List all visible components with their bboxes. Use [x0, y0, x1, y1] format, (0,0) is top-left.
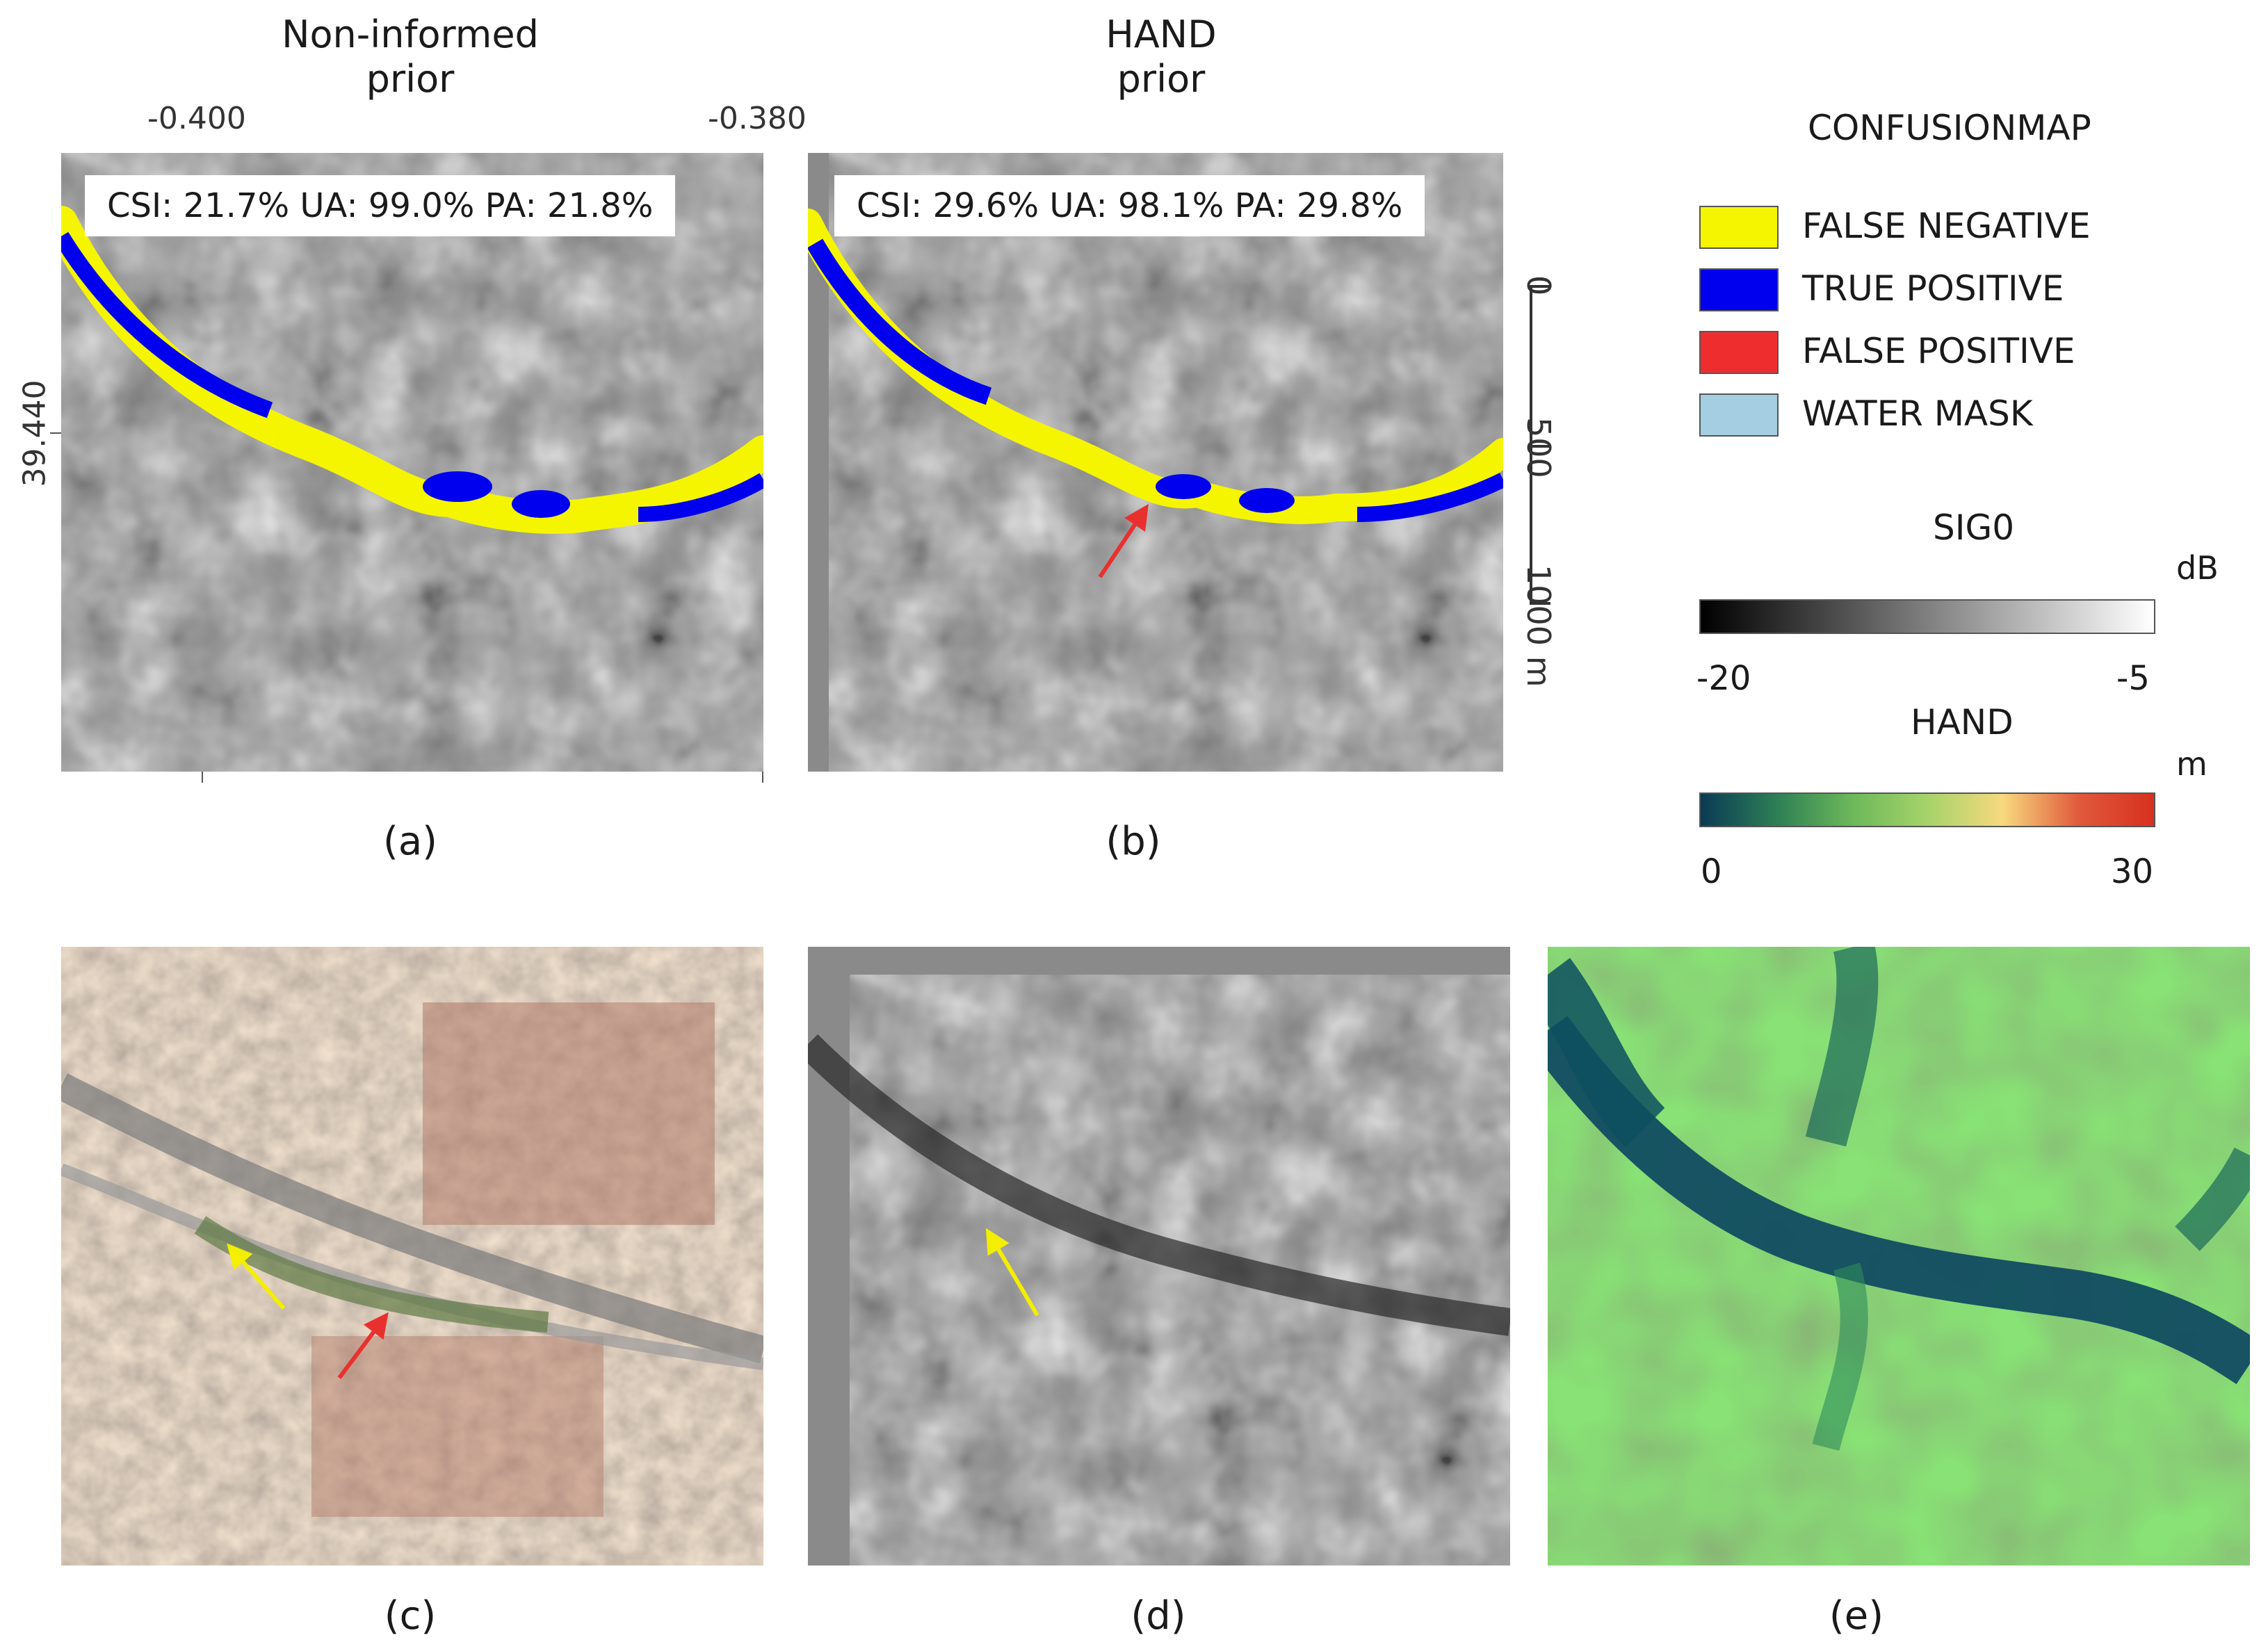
panel-c-aerial	[61, 947, 763, 1565]
hand-unit: m	[2176, 745, 2208, 783]
metrics-b: CSI: 29.6% UA: 98.1% PA: 29.8%	[834, 175, 1425, 236]
x-tick-mark-1	[202, 772, 203, 783]
hand-title: HAND	[1911, 702, 2014, 742]
sig0-max: -5	[2116, 659, 2150, 698]
title-line-1: HAND	[1105, 13, 1217, 56]
scalebar-tick-1000	[1530, 602, 1550, 605]
panel-d-sar	[808, 947, 1510, 1565]
x-tick-2: -0.380	[708, 101, 807, 136]
scalebar-label-500: 500	[1520, 417, 1557, 478]
legend-label-false-negative: FALSE NEGATIVE	[1802, 206, 2091, 246]
x-tick-1: -0.400	[147, 101, 246, 136]
legend-title: CONFUSIONMAP	[1808, 108, 2091, 148]
y-tick-1: 39.440	[17, 380, 53, 487]
panel-label-d: (d)	[1131, 1593, 1186, 1638]
panel-b-map	[808, 153, 1503, 772]
hand-min: 0	[1701, 852, 1722, 891]
title-non-informed: Non-informed prior	[229, 13, 591, 101]
x-tick-mark-2	[762, 772, 763, 783]
y-tick-mark	[50, 432, 61, 434]
sig0-colorbar	[1699, 599, 2155, 634]
sig0-min: -20	[1696, 659, 1751, 698]
legend-label-true-positive: TRUE POSITIVE	[1802, 268, 2064, 309]
panel-e-hand	[1548, 947, 2250, 1565]
sig0-title: SIG0	[1933, 507, 2015, 548]
panel-label-b: (b)	[1105, 819, 1161, 864]
legend-label-false-positive: FALSE POSITIVE	[1802, 331, 2075, 371]
title-line-2: prior	[1117, 57, 1206, 101]
panel-label-c: (c)	[384, 1593, 437, 1638]
title-hand-prior: HAND prior	[980, 13, 1342, 101]
sig0-unit: dB	[2176, 549, 2219, 587]
panel-label-a: (a)	[382, 819, 437, 864]
scalebar-label-0: 0	[1520, 275, 1557, 296]
legend-swatch-water-mask	[1699, 393, 1779, 437]
scalebar-tick-500	[1530, 445, 1550, 448]
title-line-2: prior	[366, 57, 455, 101]
legend-swatch-true-positive	[1699, 268, 1779, 311]
title-line-1: Non-informed	[282, 13, 539, 56]
legend-label-water-mask: WATER MASK	[1802, 393, 2033, 434]
hand-colorbar	[1699, 792, 2155, 827]
panel-a-map	[61, 153, 763, 772]
scalebar-tick-0	[1530, 285, 1550, 288]
legend-swatch-false-negative	[1699, 206, 1779, 249]
panel-label-e: (e)	[1829, 1593, 1884, 1638]
metrics-a: CSI: 21.7% UA: 99.0% PA: 21.8%	[85, 175, 676, 236]
scalebar-label-1000: 1000 m	[1520, 564, 1557, 688]
hand-max: 30	[2111, 852, 2154, 891]
legend-swatch-false-positive	[1699, 331, 1779, 374]
